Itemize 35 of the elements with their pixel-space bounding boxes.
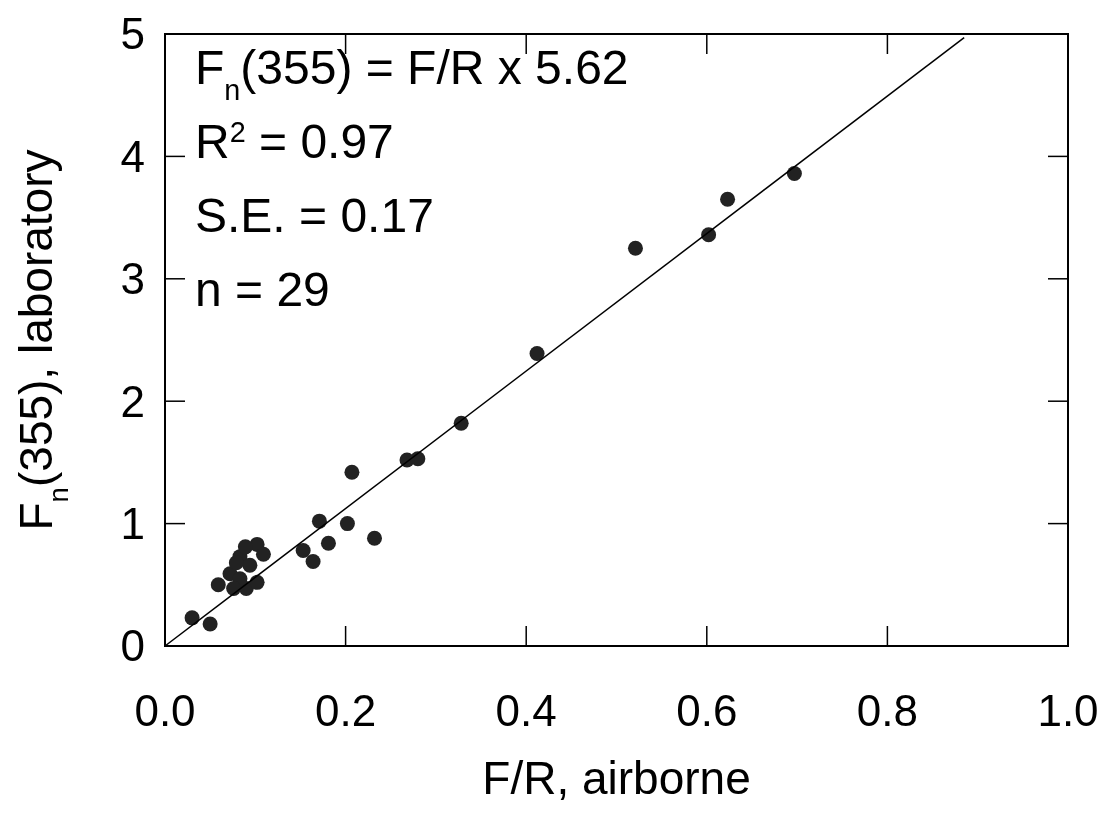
point <box>255 546 271 562</box>
point <box>367 530 382 546</box>
y-tick-label: 1 <box>120 499 145 548</box>
annotation: R$^{2}$ = 0.97 <box>195 115 394 168</box>
x-tick-label: 0.4 <box>495 686 557 735</box>
point <box>339 516 355 532</box>
x-axis-title: F/R, airborne <box>482 752 751 804</box>
point <box>305 554 321 570</box>
point <box>228 555 244 571</box>
point <box>237 539 253 555</box>
point <box>627 240 643 256</box>
point <box>295 543 311 559</box>
x-tick-label: 0.0 <box>134 686 196 735</box>
y-tick-label: 4 <box>120 131 145 181</box>
point <box>529 345 545 361</box>
y-tick-label: 0 <box>120 621 145 671</box>
annotation: F$_{n}$(355) = F/R x 5.62 <box>195 41 629 106</box>
point <box>242 557 258 573</box>
annotation: S.E. = 0.17 <box>195 189 434 242</box>
x-tick-label: 0.6 <box>676 686 738 735</box>
annotation: n = 29 <box>195 263 330 316</box>
point <box>184 610 200 626</box>
point <box>320 535 336 551</box>
point <box>210 577 226 593</box>
x-tick-label: 1.0 <box>1037 686 1099 735</box>
x-tick-label: 0.8 <box>856 686 918 735</box>
point <box>311 513 327 529</box>
x-tick-label: 0.2 <box>315 686 377 735</box>
point <box>720 191 736 207</box>
point <box>786 166 802 182</box>
point <box>202 616 218 632</box>
y-tick-label: 3 <box>120 254 145 304</box>
y-tick-label: 5 <box>120 9 145 59</box>
point <box>344 464 360 480</box>
y-tick-label: 2 <box>120 376 145 426</box>
